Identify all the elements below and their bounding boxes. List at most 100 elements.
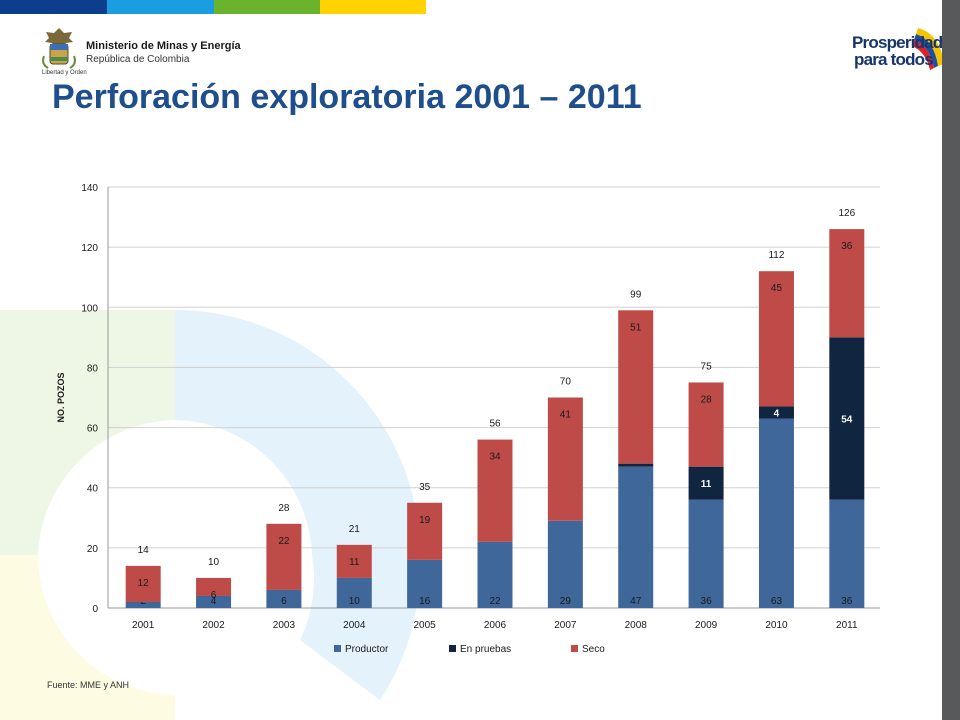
total-label: 70 (560, 377, 572, 388)
data-label-seco: 22 (278, 536, 290, 547)
total-label: 28 (278, 503, 290, 514)
x-tick-label: 2008 (625, 620, 648, 631)
total-label: 10 (208, 557, 220, 568)
x-tick-label: 2004 (343, 620, 366, 631)
data-label-productor: 16 (419, 596, 431, 607)
bar-segment-en-pruebas (829, 337, 865, 500)
data-label-productor: 6 (281, 596, 287, 607)
data-label-seco: 34 (489, 452, 501, 463)
bar-segment-seco (336, 544, 372, 578)
bar-segment-seco (266, 523, 302, 590)
total-label: 14 (138, 545, 150, 556)
data-label-productor: 22 (489, 596, 501, 607)
data-label-productor: 4 (211, 596, 217, 607)
x-tick-label: 2011 (836, 620, 858, 631)
data-label-en-pruebas: 11 (701, 479, 712, 490)
ring-quadrant-yellow (0, 555, 175, 720)
legend-label: Seco (582, 644, 605, 655)
ring-quadrant-green (0, 310, 175, 555)
bar-segment-seco (125, 565, 161, 602)
x-tick-label: 2007 (554, 620, 577, 631)
y-tick-label: 140 (81, 183, 98, 194)
data-label-seco: 36 (841, 241, 853, 252)
total-label: 75 (701, 361, 713, 372)
x-tick-label: 2006 (484, 620, 507, 631)
bar-segment-seco (618, 310, 654, 464)
legend-label: En pruebas (460, 644, 511, 655)
x-tick-label: 2009 (695, 620, 718, 631)
bar-segment-seco (758, 271, 794, 407)
stripe-blue-light (107, 0, 214, 14)
ministry-country: República de Colombia (86, 54, 190, 65)
data-label-productor: 36 (701, 596, 713, 607)
bar-segment-en-pruebas (618, 463, 654, 467)
colombia-flag-swoosh-icon (912, 28, 944, 70)
data-label-seco: 6 (211, 590, 217, 601)
data-label-seco: 28 (701, 394, 713, 405)
bar-segment-productor (758, 418, 794, 608)
stripe-yellow (320, 0, 426, 14)
bar-segment-productor (125, 601, 161, 608)
y-tick-label: 40 (87, 484, 99, 495)
bar-segment-productor (266, 589, 302, 608)
data-label-seco: 41 (560, 410, 572, 421)
data-label-en-pruebas: 54 (841, 415, 853, 426)
data-label-productor: 29 (560, 596, 572, 607)
y-tick-label: 0 (92, 604, 98, 615)
right-side-bar (942, 0, 960, 720)
bar-segment-productor (336, 577, 372, 608)
total-label: 126 (838, 208, 855, 219)
y-axis-label: NO. POZOS (56, 372, 66, 422)
ministry-motto: Libertad y Orden (42, 70, 87, 76)
y-tick-label: 120 (81, 243, 98, 254)
legend-swatch (334, 645, 341, 652)
ministry-name: Ministerio de Minas y Energía (86, 40, 241, 52)
x-tick-label: 2005 (414, 620, 437, 631)
bar-segment-seco (407, 502, 443, 560)
data-label-productor: 36 (841, 596, 853, 607)
bar-segment-productor (829, 499, 865, 608)
data-label-seco: 51 (630, 322, 642, 333)
source-note: Fuente: MME y ANH (47, 680, 130, 690)
y-tick-label: 60 (87, 424, 99, 435)
x-tick-label: 2001 (132, 620, 155, 631)
bar-segment-productor (477, 541, 513, 608)
slogan-line2: para todos (854, 50, 934, 69)
data-label-en-pruebas: 4 (774, 409, 780, 420)
bar-segment-en-pruebas (688, 466, 724, 500)
y-tick-label: 100 (81, 303, 98, 314)
stripe-green (214, 0, 320, 14)
coat-of-arms-icon (42, 28, 76, 69)
bar-segment-seco (547, 397, 583, 521)
prosperidad-logo: Prosperidad para todos (852, 28, 944, 84)
data-label-productor: 47 (630, 596, 642, 607)
legend-swatch (449, 645, 456, 652)
data-label-seco: 11 (349, 557, 360, 568)
total-label: 56 (489, 419, 501, 430)
total-label: 21 (349, 524, 361, 535)
bar-segment-productor (407, 559, 443, 608)
bar-segment-en-pruebas (758, 406, 794, 419)
y-tick-label: 20 (87, 544, 99, 555)
total-label: 35 (419, 482, 431, 493)
slogan-line1: Prosperidad (852, 33, 943, 52)
bar-segment-seco (688, 382, 724, 467)
total-label: 99 (630, 289, 642, 300)
data-label-seco: 19 (419, 515, 431, 526)
x-tick-label: 2010 (765, 620, 788, 631)
stripe-blue-dark (0, 0, 107, 14)
legend-label: Productor (345, 644, 389, 655)
data-label-seco: 12 (138, 578, 150, 589)
bar-segment-seco (477, 439, 513, 542)
bar-segment-seco (829, 229, 865, 338)
bar-segment-productor (618, 466, 654, 608)
top-color-stripe (0, 0, 426, 14)
legend-swatch (571, 645, 578, 652)
page-title: Perforación exploratoria 2001 – 2011 (52, 78, 642, 116)
bar-segment-productor (196, 595, 232, 608)
x-tick-label: 2002 (202, 620, 225, 631)
ring-quadrant-blue (175, 310, 420, 555)
bar-segment-productor (688, 499, 724, 608)
total-label: 112 (768, 250, 784, 261)
